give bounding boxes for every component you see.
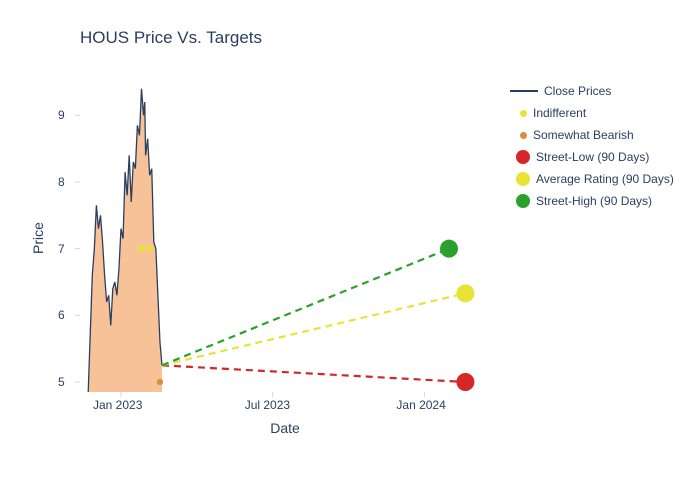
x-axis-label: Date	[80, 420, 490, 436]
legend-item-bearish[interactable]: Somewhat Bearish	[510, 126, 674, 144]
legend-swatch-line	[510, 90, 538, 92]
legend-label: Street-High (90 Days)	[536, 194, 652, 208]
y-tick-label: 7	[58, 242, 65, 256]
y-tick-label: 8	[58, 175, 65, 189]
y-tick-label: 6	[58, 308, 65, 322]
x-tick-label: Jan 2024	[396, 398, 445, 412]
legend-item-street-high[interactable]: Street-High (90 Days)	[510, 192, 674, 210]
x-tick-label: Jul 2023	[245, 398, 290, 412]
legend-label: Street-Low (90 Days)	[536, 150, 649, 164]
legend-swatch-dot	[516, 172, 530, 186]
legend-label: Close Prices	[544, 84, 611, 98]
legend-swatch-dot	[520, 110, 527, 117]
legend-item-close[interactable]: Close Prices	[510, 82, 674, 100]
legend: Close Prices Indifferent Somewhat Bearis…	[510, 82, 674, 214]
x-tick-label: Jan 2023	[93, 398, 142, 412]
legend-label: Somewhat Bearish	[533, 128, 634, 142]
legend-label: Average Rating (90 Days)	[536, 172, 674, 186]
legend-item-indifferent[interactable]: Indifferent	[510, 104, 674, 122]
y-tick-label: 5	[58, 375, 65, 389]
y-axis-label: Price	[30, 218, 46, 258]
legend-label: Indifferent	[533, 106, 586, 120]
chart-container: HOUS Price Vs. Targets Price Date Close …	[0, 0, 700, 500]
legend-item-street-low[interactable]: Street-Low (90 Days)	[510, 148, 674, 166]
legend-swatch-dot	[520, 132, 527, 139]
legend-swatch-dot	[516, 194, 530, 208]
legend-swatch-dot	[516, 150, 530, 164]
y-tick-label: 9	[58, 108, 65, 122]
legend-item-avg-rating[interactable]: Average Rating (90 Days)	[510, 170, 674, 188]
